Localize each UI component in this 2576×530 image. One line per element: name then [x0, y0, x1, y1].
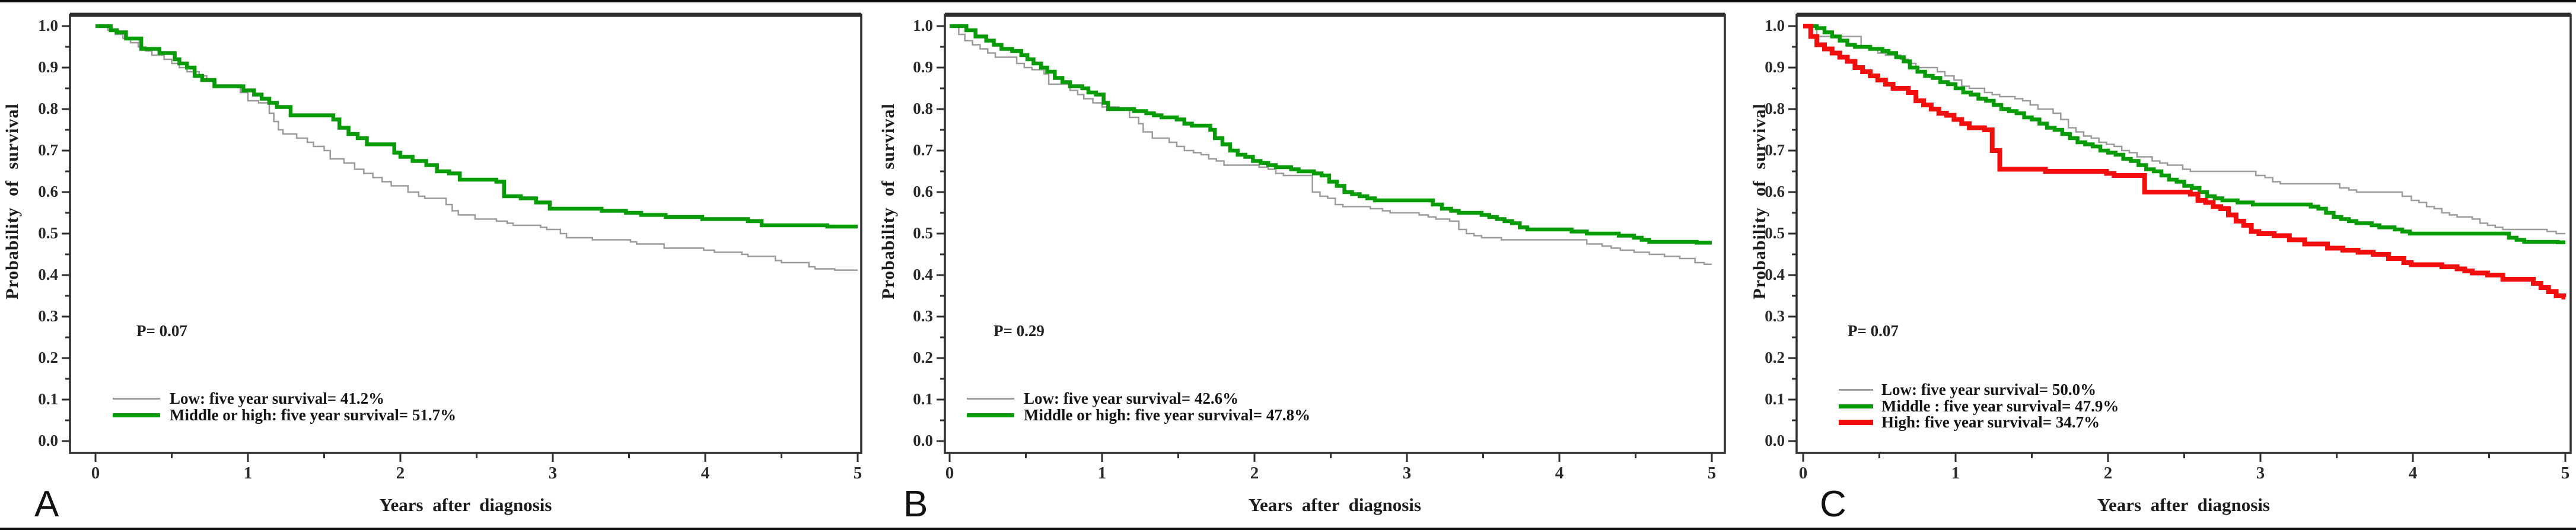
panel-C: Probability of survival 1.0 0.9 0.8 0.7 0.6 0… — [1750, 0, 2576, 530]
y-tick-label: 0.8 — [1765, 100, 1785, 117]
y-tick-label: 0.8 — [913, 100, 933, 117]
km-plot-svg-A — [62, 12, 862, 462]
p-value-label: P= 0.07 — [1848, 322, 1899, 340]
legend-line-sample — [1839, 404, 1873, 408]
survival-curve — [95, 25, 858, 271]
y-tick-label: 0.7 — [1765, 141, 1785, 159]
legend-row: High: five year survival= 34.7% — [1839, 413, 2100, 431]
y-tick-label: 0.4 — [38, 266, 58, 283]
survival-curve — [1803, 24, 2567, 300]
x-tick-label: 2 — [1250, 464, 1259, 483]
survival-curve — [1803, 24, 2565, 244]
x-tick-label: 2 — [2103, 464, 2113, 483]
legend-line-sample — [113, 397, 160, 400]
legend-row: Low: five year survival= 42.6% — [967, 389, 1239, 407]
y-tick-label: 0.2 — [1765, 349, 1785, 366]
y-tick-label: 0.3 — [913, 307, 933, 325]
y-tick-label: 1.0 — [38, 17, 58, 34]
p-value-label: P= 0.07 — [136, 322, 187, 340]
panel-letter: A — [34, 484, 59, 525]
y-tick-label: 0.6 — [913, 183, 933, 200]
legend-line-sample — [1839, 388, 1873, 391]
y-tick-label: 0.8 — [38, 100, 58, 117]
x-tick-label: 4 — [1555, 464, 1564, 483]
x-axis-title: Years after diagnosis — [379, 494, 552, 515]
figure-bottom-border — [0, 528, 2576, 530]
panel-letter: B — [903, 484, 928, 525]
y-tick-label: 0.3 — [38, 307, 58, 325]
km-plot-svg-C — [1788, 12, 2572, 462]
legend-label: Middle or high: five year survival= 47.8… — [1024, 406, 1311, 424]
legend-row: Low: five year survival= 41.2% — [113, 389, 385, 407]
legend-line-sample — [967, 413, 1014, 417]
x-axis-title: Years after diagnosis — [1249, 494, 1421, 515]
x-tick-label: 5 — [1707, 464, 1717, 483]
legend-label: Middle or high: five year survival= 51.7… — [170, 406, 457, 424]
y-tick-label: 0.1 — [1765, 390, 1785, 408]
legend-line-sample — [967, 397, 1014, 400]
x-tick-label: 3 — [2256, 464, 2265, 483]
x-tick-label: 0 — [945, 464, 954, 483]
y-tick-label: 0.0 — [913, 432, 933, 449]
x-tick-label: 4 — [2408, 464, 2418, 483]
legend-line-sample — [1839, 419, 1873, 425]
y-tick-label: 0.2 — [38, 349, 58, 366]
legend-row: Low: five year survival= 50.0% — [1839, 381, 2096, 398]
survival-curve — [950, 24, 1712, 245]
y-tick-label: 0.6 — [38, 183, 58, 200]
legend-label: Low: five year survival= 50.0% — [1881, 380, 2097, 398]
panel-letter: C — [1820, 484, 1846, 525]
legend-label: High: five year survival= 34.7% — [1881, 413, 2100, 431]
y-tick-label: 0.4 — [913, 266, 933, 283]
legend-row: Middle or high: five year survival= 51.7… — [113, 406, 457, 424]
survival-curve — [950, 25, 1712, 266]
y-tick-label: 0.3 — [1765, 307, 1785, 325]
x-tick-label: 4 — [700, 464, 710, 483]
panel-A: Probability of survival 1.0 0.9 0.8 0.7 0.6 0… — [0, 0, 875, 530]
y-tick-label: 0.9 — [913, 58, 933, 76]
legend-row: Middle : five year survival= 47.9% — [1839, 397, 2119, 415]
y-tick-label: 0.5 — [38, 224, 58, 242]
x-tick-label: 1 — [1951, 464, 1960, 483]
x-axis-title: Years after diagnosis — [2097, 494, 2270, 515]
legend-label: Middle : five year survival= 47.9% — [1881, 397, 2119, 415]
x-tick-label: 3 — [1402, 464, 1412, 483]
y-tick-label: 0.2 — [913, 349, 933, 366]
y-tick-label: 0.0 — [38, 432, 58, 449]
x-tick-label: 0 — [1798, 464, 1808, 483]
legend-label: Low: five year survival= 42.6% — [1024, 389, 1239, 407]
y-tick-label: 0.7 — [38, 141, 58, 159]
legend-label: Low: five year survival= 41.2% — [170, 389, 385, 407]
y-tick-label: 0.9 — [38, 58, 58, 76]
survival-curve — [1803, 25, 2565, 235]
y-tick-label: 1.0 — [913, 17, 933, 34]
panel-B: Probability of survival 1.0 0.9 0.8 0.7 0.6 0… — [875, 0, 1750, 530]
y-tick-label: 0.6 — [1765, 183, 1785, 200]
y-tick-label: 0.1 — [38, 390, 58, 408]
x-tick-label: 5 — [853, 464, 862, 483]
km-plot-svg-B — [937, 12, 1726, 462]
y-tick-label: 0.5 — [913, 224, 933, 242]
figure-top-border — [0, 0, 2576, 2]
x-tick-label: 1 — [243, 464, 253, 483]
y-tick-label: 0.7 — [913, 141, 933, 159]
x-tick-label: 5 — [2561, 464, 2570, 483]
y-tick-label: 0.5 — [1765, 224, 1785, 242]
y-tick-label: 0.4 — [1765, 266, 1785, 283]
survival-curve — [95, 24, 858, 229]
y-tick-label: 0.0 — [1765, 432, 1785, 449]
legend-line-sample — [113, 413, 160, 417]
y-tick-label: 1.0 — [1765, 17, 1785, 34]
x-tick-label: 2 — [396, 464, 405, 483]
y-tick-label: 0.1 — [913, 390, 933, 408]
legend-row: Middle or high: five year survival= 47.8… — [967, 406, 1311, 424]
p-value-label: P= 0.29 — [994, 322, 1045, 340]
x-tick-label: 3 — [548, 464, 558, 483]
y-tick-label: 0.9 — [1765, 58, 1785, 76]
x-tick-label: 1 — [1097, 464, 1107, 483]
x-tick-label: 0 — [91, 464, 100, 483]
